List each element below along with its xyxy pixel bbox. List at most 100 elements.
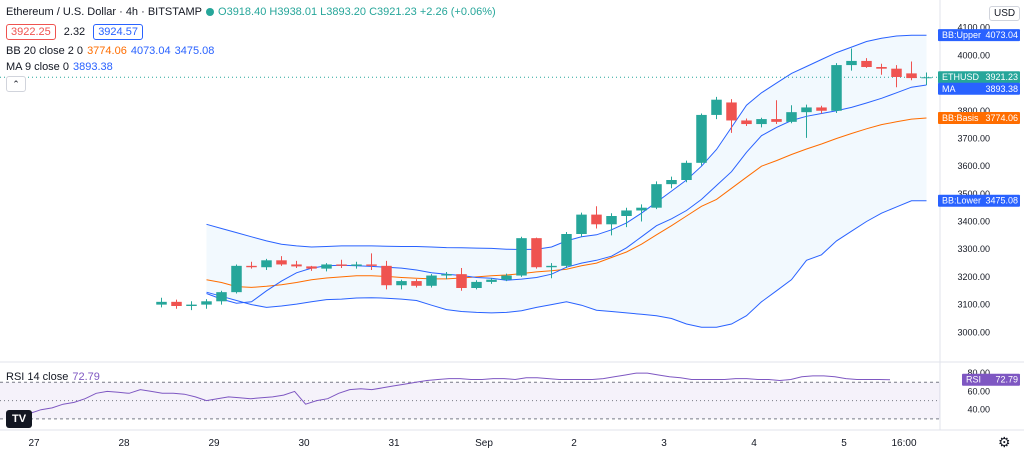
bb-basis-tag-value: 3774.06 [985, 113, 1018, 123]
tradingview-logo-icon[interactable]: TV [6, 410, 32, 428]
bid-ask: 3922.25 2.32 3924.57 [6, 24, 143, 40]
gear-icon[interactable]: ⚙ [998, 434, 1011, 450]
rsi-legend[interactable]: RSI 14 close 72.79 [6, 371, 100, 383]
bb-lower-tag-value: 3475.08 [985, 196, 1018, 206]
time-tick-label: 30 [298, 438, 310, 449]
chevron-up-icon: ⌃ [12, 78, 20, 89]
time-tick-label: 3 [661, 438, 667, 449]
candle-body [891, 68, 902, 77]
ma-tag-value: 3893.38 [985, 84, 1018, 94]
candle-body [261, 260, 272, 268]
price-tick-label: 3500.00 [957, 189, 990, 199]
rsi-tick-label: 80.00 [967, 368, 990, 378]
candle-body [921, 77, 932, 79]
time-tick-label: 4 [751, 438, 757, 449]
bb-lower-tag: BB:Lower 3475.08 [938, 194, 1020, 207]
candle-body [501, 275, 512, 280]
symbol-legend: Ethereum / U.S. Dollar · 4h · BITSTAMP O… [6, 6, 496, 18]
candle-body [426, 275, 437, 286]
bb-fill [206, 35, 927, 328]
candle-body [576, 214, 587, 234]
currency-button[interactable]: USD [989, 6, 1021, 21]
bb-lower-tag-bg [938, 194, 1020, 207]
candle-body [681, 162, 692, 180]
time-tick-label: 2 [571, 438, 577, 449]
candle-body [216, 292, 227, 302]
bb-legend[interactable]: BB 20 close 2 0 3774.06 4073.04 3475.08 [6, 45, 214, 57]
candle-body [741, 120, 752, 125]
candle-body [636, 207, 647, 211]
time-tick-label: 29 [208, 438, 220, 449]
market-status-icon [206, 8, 215, 16]
candle-body [231, 265, 242, 293]
candle-body [441, 274, 452, 276]
time-tick-label: Sep [475, 438, 493, 449]
candle-body [291, 264, 302, 267]
candle-body [726, 102, 737, 121]
candle-body [621, 210, 632, 216]
buy-button[interactable]: 3924.57 [93, 24, 143, 40]
collapse-legend-button[interactable]: ⌃ [6, 76, 26, 92]
bb-lower-line [206, 200, 927, 328]
rsi-tick-label: 40.00 [967, 405, 990, 415]
ma-legend[interactable]: MA 9 close 0 3893.38 [6, 61, 113, 73]
rsi-tag-label: RSI [966, 375, 981, 385]
candle-body [321, 264, 332, 269]
ma-label: MA 9 close 0 [6, 61, 69, 73]
price-tick-label: 3800.00 [957, 106, 990, 116]
candle-body [711, 99, 722, 115]
ma-tag-label: MA [942, 84, 956, 94]
price-tick-label: 4100.00 [957, 23, 990, 33]
candle-body [186, 304, 197, 306]
price-tick-label: 4000.00 [957, 50, 990, 60]
candle-body [546, 265, 557, 268]
rsi-tag-bg [962, 373, 1020, 386]
sell-button[interactable]: 3922.25 [6, 24, 56, 40]
candle-body [786, 112, 797, 122]
candle-body [411, 281, 422, 286]
bb-upper-tag-bg [938, 29, 1020, 42]
bb-basis-line [206, 117, 927, 288]
price-tick-label: 3700.00 [957, 133, 990, 143]
time-tick-label: 28 [118, 438, 130, 449]
bb-upper-value: 4073.04 [130, 45, 171, 57]
candle-body [306, 266, 317, 269]
bb-lower-value: 3475.08 [174, 45, 215, 57]
time-tick-label: 31 [388, 438, 400, 449]
candle-body [696, 114, 707, 163]
candle-body [171, 301, 182, 306]
candle-body [531, 238, 542, 268]
rsi-tag-value: 72.79 [995, 375, 1018, 385]
ma-value: 3893.38 [72, 61, 113, 73]
candle-body [846, 60, 857, 66]
price-tick-label: 3300.00 [957, 244, 990, 254]
bb-upper-tag-label: BB:Upper [942, 30, 981, 40]
candle-body [906, 73, 917, 79]
price-tick-label: 3400.00 [957, 217, 990, 227]
candle-body [876, 67, 887, 69]
bb-upper-tag-value: 4073.04 [985, 30, 1018, 40]
price-tag-bg [938, 71, 1020, 84]
candle-body [801, 107, 812, 113]
price-tag-label: ETHUSD [942, 72, 980, 82]
price-tag: ETHUSD 3921.23 [938, 71, 1020, 84]
price-tick-label: 3600.00 [957, 161, 990, 171]
candle-body [336, 264, 347, 266]
candle-body [276, 260, 287, 265]
candle-body [471, 281, 482, 288]
bb-upper-tag: BB:Upper 4073.04 [938, 29, 1020, 42]
candle-body [156, 301, 167, 305]
candle-body [456, 274, 467, 288]
time-tick-label: 16:00 [891, 438, 916, 449]
bb-label: BB 20 close 2 0 [6, 45, 84, 57]
candle-body [606, 216, 617, 225]
candle-body [366, 264, 377, 266]
candle-body [816, 107, 827, 111]
symbol-title[interactable]: Ethereum / U.S. Dollar · 4h · BITSTAMP [6, 6, 203, 18]
candle-body [756, 119, 767, 125]
rsi-tick-label: 60.00 [967, 386, 990, 396]
bb-basis-tag: BB:Basis 3774.06 [938, 111, 1020, 124]
candle-body [591, 214, 602, 225]
candle-body [861, 60, 872, 68]
